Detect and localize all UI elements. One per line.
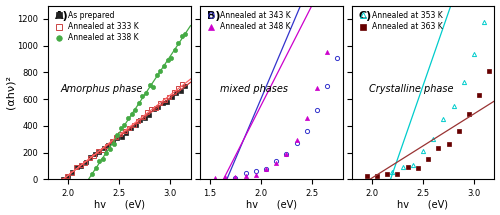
Text: A): A) [55, 11, 68, 21]
Text: C): C) [358, 11, 372, 21]
Text: Crystalline phase: Crystalline phase [370, 84, 454, 94]
Legend: Annealed at 353 K, Annealed at 363 K: Annealed at 353 K, Annealed at 363 K [356, 9, 444, 33]
Legend: As prepared, Annealed at 333 K, Annealed at 338 K: As prepared, Annealed at 333 K, Annealed… [52, 9, 141, 44]
X-axis label: hv      (eV): hv (eV) [398, 200, 448, 209]
X-axis label: hv      (eV): hv (eV) [94, 200, 144, 209]
Text: mixed phases: mixed phases [220, 84, 288, 94]
Text: Amorphus phase: Amorphus phase [61, 84, 143, 94]
Y-axis label: (αhν)²: (αhν)² [6, 75, 16, 109]
X-axis label: hv      (eV): hv (eV) [246, 200, 296, 209]
Text: B): B) [206, 11, 220, 21]
Legend: Annealed at 343 K, Annealed at 348 K: Annealed at 343 K, Annealed at 348 K [204, 9, 292, 33]
